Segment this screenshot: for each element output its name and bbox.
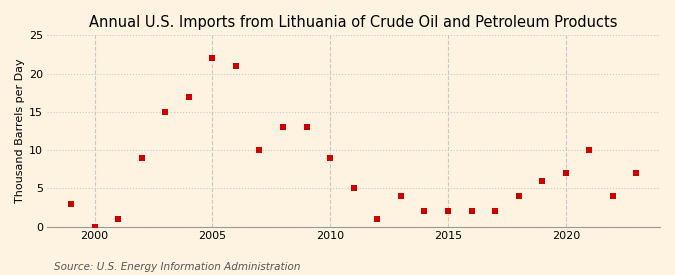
Point — [560, 171, 571, 175]
Point — [65, 201, 76, 206]
Point — [631, 171, 642, 175]
Y-axis label: Thousand Barrels per Day: Thousand Barrels per Day — [15, 59, 25, 203]
Point — [372, 217, 383, 221]
Point — [113, 217, 124, 221]
Point — [89, 224, 100, 229]
Point — [254, 148, 265, 152]
Point — [277, 125, 288, 129]
Point — [231, 64, 242, 68]
Point — [348, 186, 359, 191]
Point — [396, 194, 406, 198]
Point — [136, 156, 147, 160]
Point — [301, 125, 312, 129]
Point — [489, 209, 500, 213]
Point — [207, 56, 218, 60]
Title: Annual U.S. Imports from Lithuania of Crude Oil and Petroleum Products: Annual U.S. Imports from Lithuania of Cr… — [90, 15, 618, 30]
Point — [443, 209, 454, 213]
Point — [608, 194, 618, 198]
Point — [184, 94, 194, 99]
Point — [160, 110, 171, 114]
Text: Source: U.S. Energy Information Administration: Source: U.S. Energy Information Administ… — [54, 262, 300, 272]
Point — [325, 156, 335, 160]
Point — [466, 209, 477, 213]
Point — [419, 209, 430, 213]
Point — [584, 148, 595, 152]
Point — [513, 194, 524, 198]
Point — [537, 178, 547, 183]
